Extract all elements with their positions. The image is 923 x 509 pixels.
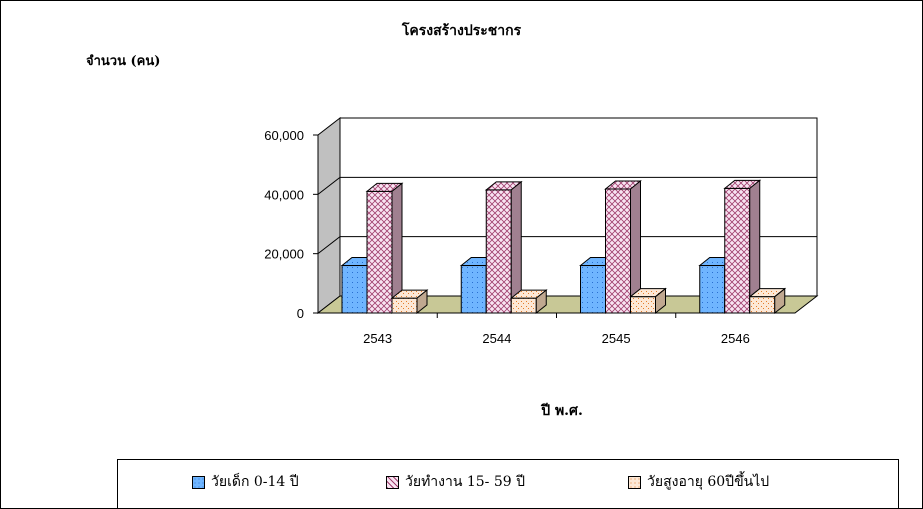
side-wall: [318, 118, 340, 313]
bar-front: [342, 266, 367, 313]
bar-working-2544: [486, 182, 521, 313]
bar-front: [581, 266, 606, 313]
legend-item-child: วัยเด็ก 0-14 ปี: [192, 472, 299, 492]
bar-elderly-2545: [631, 289, 666, 313]
legend: วัยเด็ก 0-14 ปี วัยทำงาน 15- 59 ปี วัยสู…: [117, 459, 899, 509]
x-tick-label: 2543: [363, 331, 392, 346]
bar-front: [392, 298, 417, 313]
legend-label-child: วัยเด็ก 0-14 ปี: [211, 471, 299, 493]
legend-label-elderly: วัยสูงอายุ 60ปีขึ้นไป: [647, 471, 769, 493]
y-tick-label: 40,000: [264, 187, 304, 202]
bar-working-2543: [367, 183, 402, 313]
legend-item-elderly: วัยสูงอายุ 60ปีขึ้นไป: [628, 472, 769, 492]
legend-swatch-child: [192, 476, 205, 489]
bar-front: [486, 190, 511, 313]
bar-elderly-2543: [392, 290, 427, 313]
bar-front: [511, 298, 536, 313]
bar-front: [461, 266, 486, 313]
bar-front: [367, 191, 392, 313]
bar-front: [631, 297, 656, 313]
bar-elderly-2546: [750, 289, 785, 313]
bar-elderly-2544: [511, 290, 546, 313]
bar-front: [606, 189, 631, 313]
y-tick-label: 20,000: [264, 247, 304, 262]
x-tick-label: 2546: [721, 331, 750, 346]
bar-front: [725, 188, 750, 313]
x-tick-label: 2544: [482, 331, 511, 346]
legend-label-working: วัยทำงาน 15- 59 ปี: [405, 471, 525, 493]
legend-swatch-elderly: [628, 476, 641, 489]
y-tick-label: 0: [297, 306, 304, 321]
bar-front: [700, 266, 725, 313]
legend-item-working: วัยทำงาน 15- 59 ปี: [386, 472, 525, 492]
y-tick-label: 60,000: [264, 128, 304, 143]
legend-swatch-working: [386, 476, 399, 489]
x-tick-label: 2545: [602, 331, 631, 346]
bar-front: [750, 297, 775, 313]
